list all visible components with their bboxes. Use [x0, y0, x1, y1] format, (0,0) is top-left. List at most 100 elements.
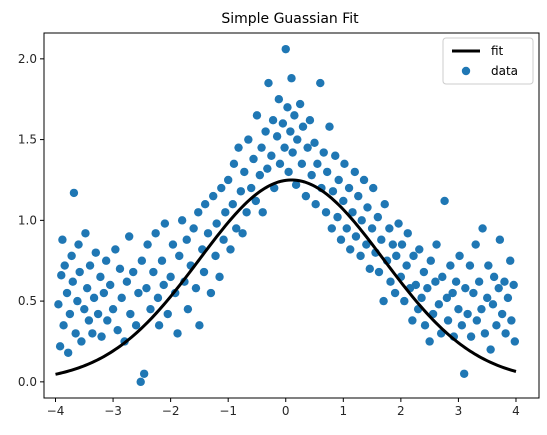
data-point — [126, 310, 134, 318]
data-point — [59, 321, 67, 329]
x-tick-label: 1 — [339, 404, 347, 418]
data-point — [369, 184, 377, 192]
data-point — [458, 321, 466, 329]
data-point — [253, 111, 261, 119]
data-point — [478, 224, 486, 232]
data-point — [473, 316, 481, 324]
data-point — [375, 268, 383, 276]
data-point — [173, 329, 181, 337]
x-tick-label: −1 — [219, 404, 237, 418]
x-tick-label: −3 — [104, 404, 122, 418]
data-point — [169, 240, 177, 248]
data-point — [467, 332, 475, 340]
data-point — [269, 116, 277, 124]
data-point — [409, 252, 417, 260]
data-point — [194, 208, 202, 216]
data-point — [306, 116, 314, 124]
data-point — [66, 310, 74, 318]
data-point — [80, 305, 88, 313]
data-point — [351, 168, 359, 176]
data-point — [106, 281, 114, 289]
data-point — [234, 143, 242, 151]
data-point — [483, 294, 491, 302]
x-tick-label: 0 — [282, 404, 290, 418]
data-point — [394, 219, 402, 227]
y-tick-label: 2.0 — [18, 52, 37, 66]
data-point — [200, 268, 208, 276]
data-point — [455, 252, 463, 260]
data-point — [303, 143, 311, 151]
data-point — [189, 224, 197, 232]
data-point — [183, 236, 191, 244]
data-point — [345, 184, 353, 192]
data-point — [420, 268, 428, 276]
data-point — [448, 289, 456, 297]
legend-data-swatch — [462, 67, 470, 75]
data-point — [100, 289, 108, 297]
data-point — [166, 273, 174, 281]
data-point — [154, 294, 162, 302]
data-point — [484, 261, 492, 269]
data-point — [354, 192, 362, 200]
data-point — [284, 168, 292, 176]
data-point — [134, 289, 142, 297]
y-tick-label: 1.0 — [18, 213, 37, 227]
data-point — [192, 284, 200, 292]
data-point — [288, 148, 296, 156]
data-point — [74, 240, 82, 248]
data-point — [504, 294, 512, 302]
data-point — [92, 248, 100, 256]
data-point — [238, 229, 246, 237]
x-tick-label: −2 — [162, 404, 180, 418]
data-point — [490, 273, 498, 281]
data-point — [368, 224, 376, 232]
data-point — [178, 216, 186, 224]
data-point — [343, 224, 351, 232]
data-point — [113, 326, 121, 334]
data-point — [94, 310, 102, 318]
data-point — [149, 268, 157, 276]
data-point — [201, 200, 209, 208]
data-point — [296, 100, 304, 108]
data-point — [85, 316, 93, 324]
data-point — [109, 305, 117, 313]
data-point — [118, 294, 126, 302]
data-point — [489, 300, 497, 308]
data-point — [164, 310, 172, 318]
data-point — [247, 184, 255, 192]
data-point — [151, 229, 159, 237]
legend-box — [443, 38, 533, 84]
data-point — [507, 316, 515, 324]
data-point — [325, 122, 333, 130]
data-point — [155, 321, 163, 329]
data-point — [70, 189, 78, 197]
data-point — [230, 160, 238, 168]
data-point — [86, 261, 94, 269]
data-point — [75, 268, 83, 276]
y-tick-label: 0.5 — [18, 294, 37, 308]
data-point — [299, 122, 307, 130]
data-point — [249, 155, 257, 163]
data-point — [282, 45, 290, 53]
data-point — [136, 378, 144, 386]
data-point — [123, 278, 131, 286]
data-point — [57, 271, 65, 279]
data-point — [184, 305, 192, 313]
data-point — [67, 252, 75, 260]
data-point — [229, 200, 237, 208]
data-point — [283, 103, 291, 111]
data-point — [302, 192, 310, 200]
data-point — [242, 208, 250, 216]
data-point — [471, 240, 479, 248]
data-point — [90, 294, 98, 302]
data-point — [386, 278, 394, 286]
data-point — [423, 284, 431, 292]
data-point — [477, 305, 485, 313]
data-point — [377, 236, 385, 244]
data-point — [263, 164, 271, 172]
data-point — [391, 289, 399, 297]
chart-title: Simple Guassian Fit — [221, 11, 359, 27]
data-point — [408, 316, 416, 324]
data-point — [495, 284, 503, 292]
